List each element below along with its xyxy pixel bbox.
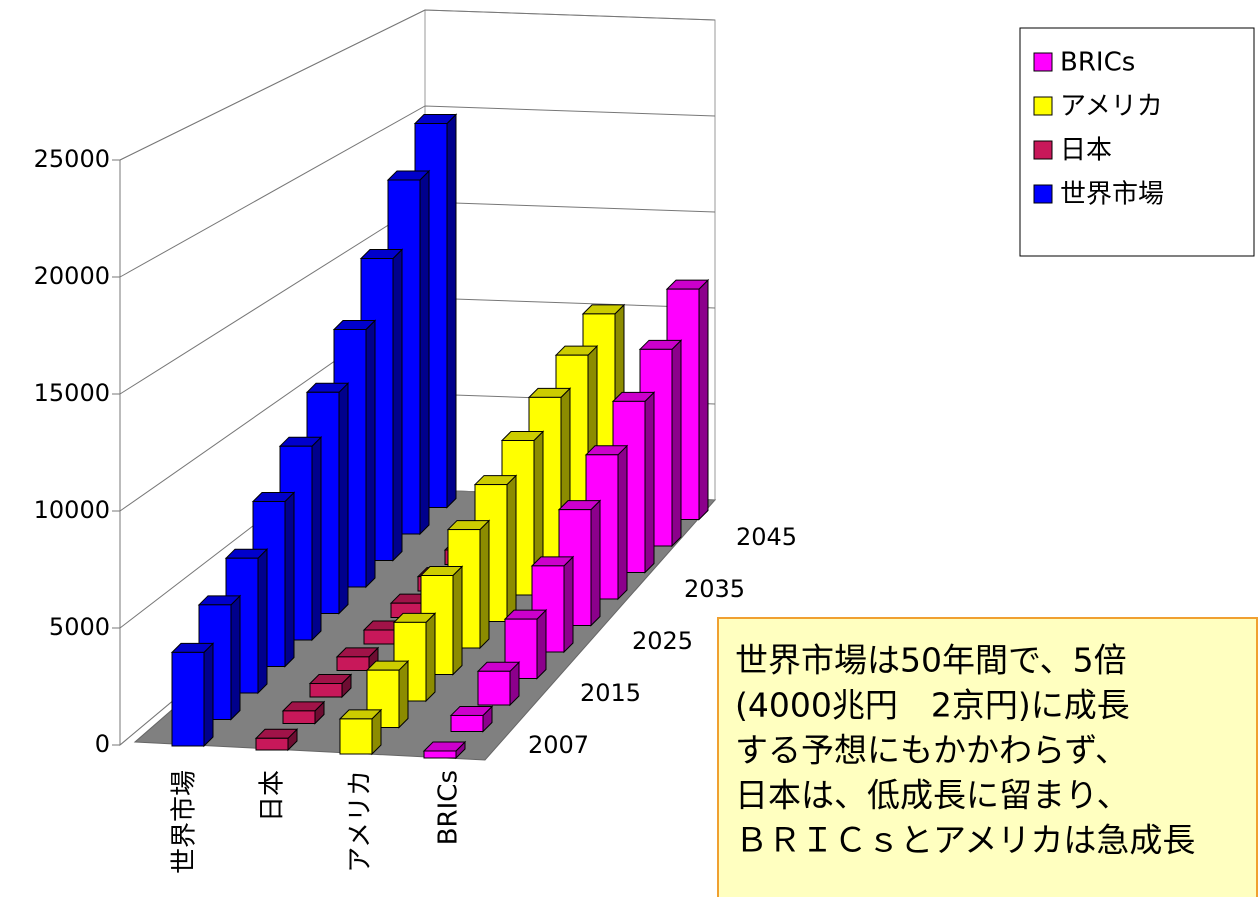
bar-front [171,651,205,747]
bar-side [617,444,628,601]
legend-box [1019,27,1255,257]
bar-side [590,499,601,627]
bar-front [423,750,457,759]
legend-swatch [1033,96,1053,116]
x-tick-label: BRICs [434,770,464,845]
bar [422,740,467,760]
bar-side [425,612,436,703]
legend-label: BRICs [1060,48,1135,78]
y-tick-label: 5000 [49,613,110,641]
bar [446,519,491,650]
grid-line [119,9,716,161]
bar-front [339,718,373,755]
bar [308,673,353,699]
grid-line [119,105,716,278]
bar-side [536,608,547,680]
y-tick-label: 20000 [34,262,110,290]
depth-tick-label: 2035 [684,575,745,603]
bar-side [446,113,457,509]
bar-side [392,248,403,562]
bar [254,728,299,752]
annotation-text: する予想にもかかわらず、 [735,731,1128,770]
bar [449,705,494,733]
bar-side [365,319,376,589]
bar-side [671,339,682,548]
bar-side [698,278,709,521]
bar [281,700,326,725]
legend-label: 世界市場 [1060,180,1164,210]
bar-side [230,594,241,721]
bar-side [257,547,268,695]
x-tick-label: アメリカ [346,770,376,873]
x-tick-label: 世界市場 [170,770,200,874]
bar [419,565,464,676]
x-tick-label: 日本 [258,770,288,822]
bar [170,642,215,748]
legend-label: 日本 [1060,136,1112,166]
depth-tick-label: 2007 [528,731,589,759]
depth-tick-label: 2045 [736,523,797,551]
depth-tick-label: 2015 [580,679,641,707]
depth-tick-label: 2025 [632,627,693,655]
legend-label: アメリカ [1060,92,1163,122]
bar-side [311,435,322,642]
y-tick-label: 25000 [34,145,110,173]
annotation-text: (4000兆円 2京円)に成長 [735,686,1130,725]
bar-front [450,714,484,732]
annotation-text: 世界市場は50年間で、5倍 [735,641,1127,680]
bar-side [419,169,430,536]
bar [665,278,710,521]
bar-side [506,474,517,623]
bar-side [479,519,490,650]
bar-side [452,565,463,676]
bar-front [336,656,370,671]
legend-swatch [1033,52,1053,72]
bar-side [644,391,655,574]
bar [335,646,380,672]
bar-side [398,659,409,729]
legend-swatch [1033,140,1053,160]
bar [476,661,521,707]
bar [338,708,383,756]
bar-side [338,382,349,615]
bar-front [255,737,289,751]
bar-side [563,555,574,654]
bar-front [282,710,316,724]
bar-side [203,642,214,748]
bar [386,169,431,536]
bar-front [363,629,397,645]
y-tick-label: 10000 [34,496,110,524]
annotation-box [717,617,1258,897]
annotation-text: ＢＲＩＣｓとアメリカは急成長 [735,821,1195,860]
bar-side [284,491,295,668]
bar-front [309,683,343,698]
y-tick-label: 0 [95,730,110,758]
bar-front [477,670,511,706]
annotation-text: 日本は、低成長に留まり、 [735,776,1130,815]
legend-swatch [1033,184,1053,204]
y-tick-label: 15000 [34,379,110,407]
